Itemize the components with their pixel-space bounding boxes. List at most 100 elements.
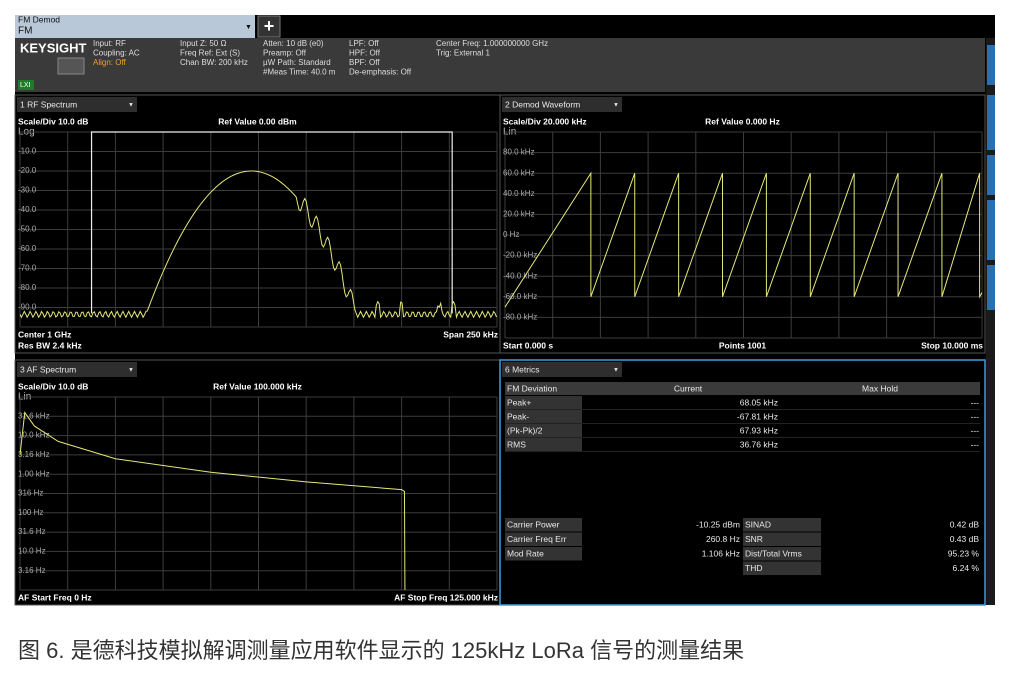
summary-label: Carrier Power	[507, 519, 560, 529]
info-text: BPF: Off	[349, 58, 380, 67]
footer-left: Start 0.000 s	[503, 340, 553, 350]
current-value: 68.05 kHz	[740, 397, 778, 407]
y-axis-label: -80.0 kHz	[503, 313, 537, 322]
scale-div: Scale/Div 20.000 kHz	[503, 116, 587, 126]
y-axis-label: 80.0 kHz	[503, 148, 535, 157]
mode-label: FM Demod	[18, 14, 60, 24]
row-label: Peak+	[507, 397, 531, 407]
y-axis-label: -20.0	[18, 166, 37, 175]
info-text: Center Freq: 1.000000000 GHz	[436, 39, 548, 48]
max-hold-value: ---	[971, 411, 980, 421]
add-button[interactable]	[257, 15, 281, 38]
y-axis-label: 3.16 Hz	[18, 566, 46, 575]
summary-label: SINAD	[745, 519, 771, 529]
info-bar	[15, 38, 985, 92]
sidebar-tab[interactable]	[987, 45, 995, 85]
panel-tab	[17, 362, 137, 377]
figure-caption: 图 6. 是德科技模拟解调测量应用软件显示的 125kHz LoRa 信号的测量…	[18, 638, 744, 663]
footer-left: Center 1 GHz	[18, 329, 71, 339]
panel-title: 3 AF Spectrum	[20, 364, 76, 374]
info-text: Freq Ref: Ext (S)	[180, 49, 240, 58]
summary-value: 6.24 %	[953, 563, 980, 573]
dropdown-arrow: ▼	[245, 24, 252, 31]
summary-label: SNR	[745, 534, 763, 544]
ref-value: Ref Value 100.000 kHz	[213, 381, 302, 391]
y-axis-label: -40.0 kHz	[503, 271, 537, 280]
trace	[19, 411, 406, 591]
info-text: µW Path: Standard	[263, 58, 331, 67]
y-axis-label: -60.0 kHz	[503, 292, 537, 301]
row-label: (Pk-Pk)/2	[507, 425, 543, 435]
y-axis-label: 60.0 kHz	[503, 168, 535, 177]
sidebar-tab[interactable]	[987, 95, 995, 150]
ref-value: Ref Value 0.000 Hz	[705, 116, 780, 126]
right-sidebar	[986, 38, 995, 605]
sidebar-tab[interactable]	[987, 200, 995, 260]
y-axis-label: 1.00 kHz	[18, 469, 50, 478]
panel-title: 6 Metrics	[505, 364, 539, 374]
y-axis-label: 40.0 kHz	[503, 189, 535, 198]
max-hold-value: ---	[971, 439, 980, 449]
y-axis-label: 0 Hz	[503, 230, 519, 239]
summary-label: Carrier Freq Err	[507, 534, 567, 544]
add-icon: +	[264, 16, 275, 36]
max-hold-value: ---	[971, 425, 980, 435]
summary-label-bg	[505, 547, 582, 561]
summary-value: 0.43 dB	[950, 534, 980, 544]
panel-tab	[502, 97, 622, 112]
current-value: 67.93 kHz	[740, 425, 778, 435]
summary-label-bg	[743, 518, 821, 532]
summary-value: 260.8 Hz	[706, 534, 740, 544]
info-text: Input Z: 50 Ω	[180, 39, 226, 48]
trace	[19, 170, 497, 320]
y-axis-label: -60.0	[18, 244, 37, 253]
info-text: HPF: Off	[349, 49, 381, 58]
scale-div: Scale/Div 10.0 dB	[18, 116, 88, 126]
summary-label-bg	[505, 532, 582, 546]
y-axis-label: 20.0 kHz	[503, 210, 535, 219]
info-text: De-emphasis: Off	[349, 68, 412, 77]
current-value: 36.76 kHz	[740, 439, 778, 449]
y-axis-label: -40.0	[18, 205, 37, 214]
summary-label-bg	[743, 561, 821, 575]
y-axis-label: 3.16 kHz	[18, 450, 50, 459]
summary-value: 1.106 kHz	[702, 548, 740, 558]
mode-dropdown[interactable]	[15, 15, 255, 38]
sidebar-tab[interactable]	[987, 155, 995, 195]
sidebar-tab[interactable]	[987, 265, 995, 310]
info-text: #Meas Time: 40.0 m	[263, 68, 336, 77]
channel-marker	[90, 131, 453, 314]
y-axis-label: -30.0	[18, 186, 37, 195]
y-axis-label: -90.0	[18, 303, 37, 312]
panel-title: 1 RF Spectrum	[20, 99, 77, 109]
y-axis-label: -80.0	[18, 283, 37, 292]
summary-label: THD	[745, 563, 762, 573]
footer-right: Span 250 kHz	[443, 329, 498, 339]
table-header-cell: Current	[674, 383, 703, 393]
dropdown-arrow: ▼	[613, 368, 619, 374]
local-button[interactable]	[57, 57, 85, 75]
dropdown-arrow: ▼	[128, 368, 134, 374]
y-axis-label: 10.0 Hz	[18, 547, 46, 556]
ref-value: Ref Value 0.00 dBm	[218, 116, 297, 126]
info-text: Input: RF	[93, 39, 126, 48]
summary-value: 0.42 dB	[950, 519, 980, 529]
info-text: Chan BW: 200 kHz	[180, 58, 248, 67]
y-axis-label: 31.6 Hz	[18, 527, 46, 536]
trace	[504, 171, 983, 308]
info-text: Trig: External 1	[436, 49, 490, 58]
footer-center: Points 1001	[719, 340, 767, 350]
summary-label-bg	[505, 518, 582, 532]
summary-value: 95.23 %	[948, 548, 980, 558]
summary-label: Mod Rate	[507, 548, 544, 558]
table-header	[505, 382, 980, 395]
submode-label: FM	[18, 26, 32, 37]
panel	[499, 94, 986, 354]
panel	[14, 359, 501, 606]
footer-left: Res BW 2.4 kHz	[18, 340, 82, 350]
y-axis-label: -10.0	[18, 147, 37, 156]
panel	[14, 94, 501, 354]
summary-value: -10.25 dBm	[696, 519, 740, 529]
scale-div: Scale/Div 10.0 dB	[18, 381, 88, 391]
